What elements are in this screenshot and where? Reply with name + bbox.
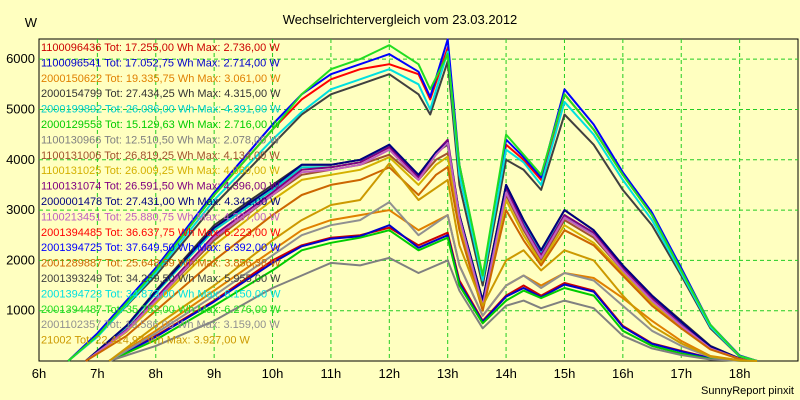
series-line [85,155,758,362]
legend-entry: 1100131074 Tot: 26.591,50 Wh Max: 4.396,… [41,181,280,193]
x-tick-label: 16h [612,366,634,381]
x-tick-label: 14h [495,366,517,381]
y-axis: 1000 2000 3000 4000 5000 6000 [6,51,35,318]
legend-entry: 2001394485 Tot: 36.637,75 Wh Max: 6.223,… [41,227,281,239]
legend-entry: 1100213451 Tot: 25.880,75 Wh Max: 4.337,… [41,211,280,223]
legend-entry: 2001394725 Tot: 37.649,50 Wh Max: 6.392,… [41,242,281,254]
chart-title: Wechselrichtervergleich vom 23.03.2012 [283,12,518,27]
x-tick-label: 17h [670,366,692,381]
x-tick-label: 15h [554,366,576,381]
legend-entry: 1100130966 Tot: 12.510,50 Wh Max: 2.078,… [41,134,280,146]
x-tick-label: 11h [321,366,342,381]
series-line [108,201,758,362]
x-tick-label: 10h [262,366,284,381]
y-axis-label: W [25,15,38,30]
x-tick-label: 7h [90,366,104,381]
x-tick-label: 9h [207,366,221,381]
y-tick-label: 3000 [6,202,35,217]
series-layer [67,38,758,362]
series-line [85,166,758,362]
legend-entry: 2001394723 Tot: 34.873,00 Wh Max: 6.150,… [41,288,281,300]
x-tick-label: 8h [149,366,163,381]
series-line [67,60,758,362]
x-tick-label: 12h [378,366,400,381]
legend-entry: 2000150622 Tot: 19.335,75 Wh Max: 3.061,… [41,73,281,85]
footer-credit: SunnyReport pinxit [701,385,794,397]
legend-entry: 1100096541 Tot: 17.052,75 Wh Max: 2.714,… [41,57,280,69]
series-line [85,141,758,362]
y-tick-label: 5000 [6,101,35,116]
legend-entry: 2000129553 Tot: 15.129,63 Wh Max: 2.716,… [41,119,281,131]
legend-entry: 21002 Tot: 22.414,97 Wh Max: 3.927,00 W [41,335,251,347]
legend-entry: 1100131006 Tot: 26.819,25 Wh Max: 4.134,… [41,150,280,162]
legend-entry: 2001393249 Tot: 34.259,50 Wh Max: 5.955,… [41,273,281,285]
legend-entry: 1100131025 Tot: 26.009,25 Wh Max: 4.060,… [41,165,280,177]
x-tick-label: 13h [437,366,459,381]
y-tick-label: 6000 [6,51,35,66]
y-tick-label: 2000 [6,252,35,267]
series-line [108,229,758,362]
legend-entry: 1100096436 Tot: 17.255,00 Wh Max: 2.736,… [41,42,280,54]
legend-entry: 2000154799 Tot: 27.434,25 Wh Max: 4.315,… [41,88,281,100]
y-tick-label: 4000 [6,152,35,167]
series-line [108,162,758,362]
series-line [67,50,758,362]
x-tick-label: 6h [32,366,46,381]
legend: 1100096436 Tot: 17.255,00 Wh Max: 2.736,… [41,42,281,347]
legend-entry: 2001289887 Tot: 25.648,59 Wh Max: 3.856,… [41,258,281,270]
y-tick-label: 1000 [6,303,35,318]
series-line [108,256,758,362]
series-line [67,44,758,362]
legend-entry: 2001394487 Tot: 35.752,00 Wh Max: 6.276,… [41,304,281,316]
legend-entry: 2001102357 Tot: 19.586,00 Wh Max: 3.159,… [41,319,280,331]
legend-entry: 2000001478 Tot: 27.431,00 Wh Max: 4.342,… [41,196,281,208]
legend-entry: 2000199892 Tot: 26.086,00 Wh Max: 4.391,… [41,104,281,116]
x-axis: 6h 7h 8h 9h 10h 11h 12h 13h 14h 15h 16h 17h 18h [32,366,751,381]
x-tick-label: 18h [729,366,751,381]
